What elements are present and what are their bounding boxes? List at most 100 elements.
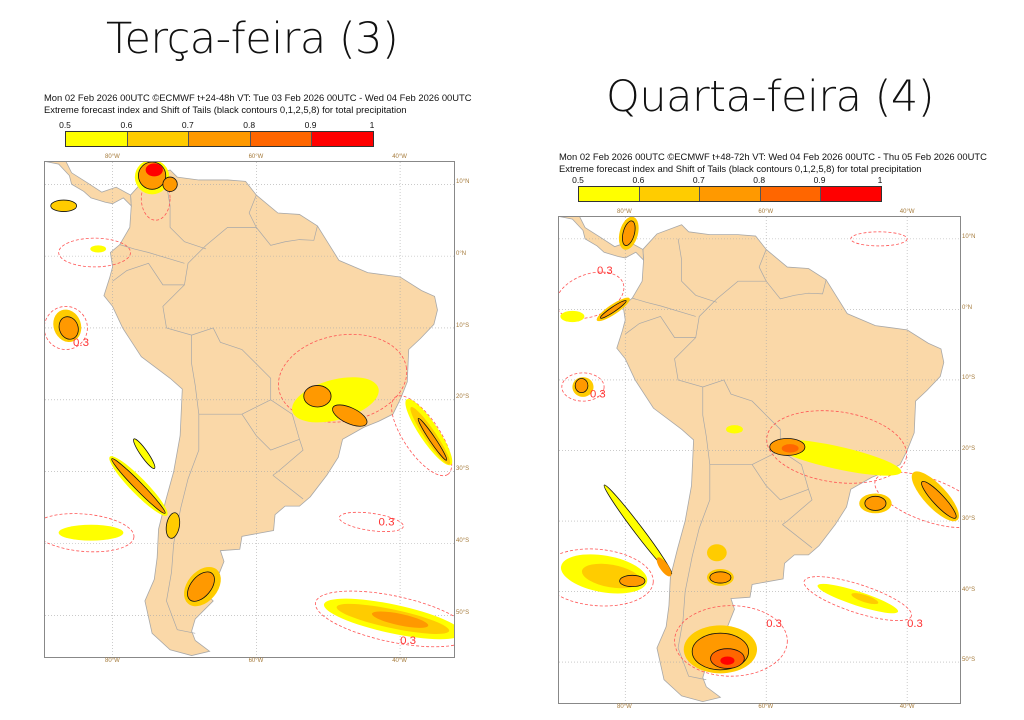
efi-0.3-contour (559, 263, 630, 327)
longitude-label: 60°W (758, 209, 774, 215)
efi-area (51, 200, 77, 211)
latitude-label: 10°S (456, 322, 470, 329)
latitude-label: 50°S (962, 657, 976, 663)
colorbar-swatch (579, 187, 640, 201)
country-border (752, 465, 808, 500)
longitude-label: 80°W (105, 658, 120, 664)
longitude-label: 80°W (105, 154, 120, 160)
map-frame: 0.3 0.3 0.3 0.3 (558, 216, 961, 704)
colorbar-bar (578, 186, 882, 202)
efi-area (90, 245, 107, 253)
latitude-label: 20°S (962, 445, 976, 452)
central-america-landmass (559, 217, 644, 260)
south-america-landmass (104, 170, 438, 656)
colorbar-tick-label: 1 (369, 120, 375, 130)
efi-0.3-contour (45, 306, 87, 349)
contour-label: 0.3 (590, 389, 606, 401)
efi-0.3-contour (762, 402, 911, 491)
longitude-label: 80°W (617, 704, 632, 710)
contour-label: 0.3 (379, 517, 395, 529)
efi-area (720, 656, 735, 665)
efi-area (575, 379, 588, 393)
latitude-label: 20°S (456, 394, 470, 401)
colorbar-tick-label: 0.7 (692, 175, 705, 185)
efi-area (371, 611, 429, 628)
efi-area (109, 456, 168, 516)
efi-0.3-contour (59, 238, 131, 267)
efi-area (620, 575, 645, 586)
colorbar-swatch (700, 187, 761, 201)
latitude-label: 10°N (962, 234, 976, 240)
map-svg: 0.3 0.3 0.3 (45, 162, 454, 657)
efi-area (131, 437, 158, 471)
longitude-label: 40°W (392, 658, 407, 664)
efi-area (164, 512, 181, 540)
country-border (113, 263, 185, 285)
colorbar-tick-label: 0.7 (181, 120, 194, 130)
map-title-line2: Extreme forecast index and Shift of Tail… (559, 163, 922, 174)
colorbar-swatch (821, 187, 881, 201)
latitude-label: 40°S (456, 538, 470, 544)
longitude-label: 40°W (392, 154, 407, 160)
latitude-label: 30°S (962, 516, 976, 522)
latitude-label: 10°S (962, 375, 976, 381)
colorbar-tick-label: 0.5 (572, 175, 584, 185)
country-border (632, 298, 695, 316)
colorbar-swatch (127, 132, 190, 146)
efi-0.3-contour (868, 461, 960, 539)
longitude-label: 60°W (248, 154, 264, 160)
efi-0.3-contour (800, 568, 916, 630)
efi-area (304, 385, 331, 407)
map-title-line1: Mon 02 Feb 2026 00UTC ©ECMWF t+48-72h VT… (559, 151, 987, 162)
colorbar-tick-label: 0.8 (753, 175, 766, 185)
heading-wednesday: Quarta-feira (4) (606, 72, 935, 122)
efi-area (599, 299, 627, 320)
colorbar-tick-label: 0.9 (304, 120, 317, 130)
colorbar-tick-label: 0.9 (813, 175, 826, 185)
colorbar-tick-label: 0.8 (243, 120, 256, 130)
efi-area (781, 444, 799, 453)
efi-area (710, 572, 731, 583)
contour-label: 0.3 (766, 618, 782, 630)
colorbar-tick-label: 0.5 (59, 120, 71, 130)
efi-area (329, 401, 370, 431)
contour-label: 0.3 (597, 265, 613, 277)
colorbar-swatch (760, 187, 822, 201)
efi-area (601, 483, 675, 577)
efi-0.3-contour (311, 580, 454, 657)
country-border (120, 245, 185, 264)
country-border (242, 414, 300, 450)
contour-label: 0.3 (400, 635, 416, 647)
country-border (166, 184, 206, 249)
efi-area (56, 314, 81, 342)
country-border (678, 387, 710, 680)
map-title-line2: Extreme forecast index and Shift of Tail… (44, 104, 407, 115)
colorbar-tick-label: 0.6 (632, 175, 645, 185)
map-frame: 0.3 0.3 0.3 (44, 161, 455, 658)
efi-area (560, 310, 585, 323)
latitude-label: 40°S (962, 586, 976, 593)
longitude-label: 60°W (758, 704, 774, 710)
latitude-label: 10°N (456, 179, 470, 185)
efi-area (726, 425, 743, 434)
longitude-label: 80°W (617, 209, 632, 215)
efi-area (656, 557, 672, 577)
colorbar-swatch (639, 187, 701, 201)
central-america-landmass (45, 162, 131, 206)
efi-area (145, 163, 163, 177)
latitude-label: 0°N (456, 250, 467, 257)
efi-area (865, 496, 886, 510)
country-border (759, 249, 826, 298)
colorbar-swatch (189, 132, 251, 146)
country-border (678, 239, 717, 302)
efi-0.3-contour (381, 387, 454, 485)
efi-0.3-contour (851, 232, 907, 246)
colorbar-swatch (66, 132, 128, 146)
efi-area (182, 567, 220, 606)
country-border (249, 195, 317, 245)
efi-0.3-contour (562, 373, 604, 401)
country-border (782, 525, 812, 548)
country-border (166, 335, 198, 633)
efi-area (620, 219, 637, 246)
country-border (273, 475, 303, 499)
